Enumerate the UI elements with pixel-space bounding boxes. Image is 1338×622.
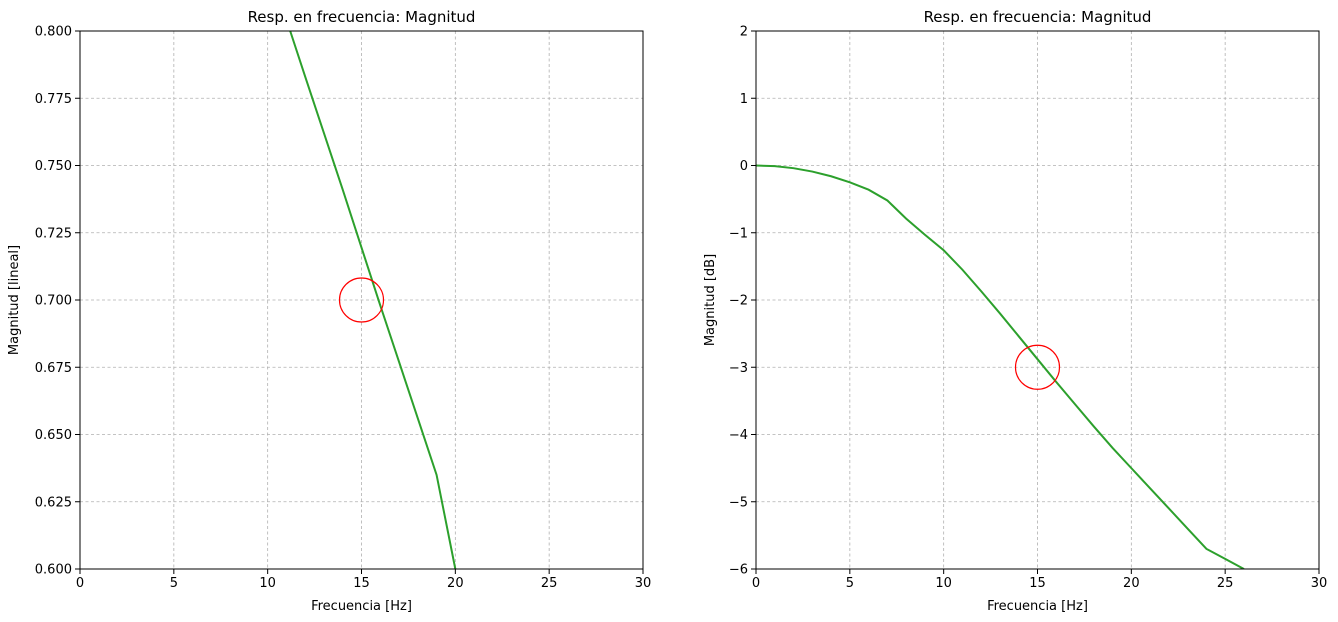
y-tick-label: 0 xyxy=(740,159,748,174)
y-tick-label: 0.600 xyxy=(35,563,72,578)
y-tick-label: −4 xyxy=(729,428,748,443)
chart-title: Resp. en frecuencia: Magnitud xyxy=(248,8,476,26)
chart-title: Resp. en frecuencia: Magnitud xyxy=(924,8,1152,26)
x-tick-label: 30 xyxy=(1311,576,1328,591)
x-axis-label: Frecuencia [Hz] xyxy=(987,599,1088,614)
x-tick-label: 5 xyxy=(846,576,854,591)
y-tick-label: 0.750 xyxy=(35,159,72,174)
y-tick-label: −3 xyxy=(729,361,748,376)
y-tick-label: 0.700 xyxy=(35,294,72,309)
x-tick-label: 5 xyxy=(170,576,178,591)
y-tick-label: 0.725 xyxy=(35,226,72,241)
x-tick-label: 30 xyxy=(635,576,652,591)
chart-panel-db: 0 5 10 15 20 25 30 −6 −5 −4 −3 −2 −1 0 1 2 Resp. en frec… xyxy=(703,8,1327,614)
y-tick-label: −1 xyxy=(729,226,748,241)
series-line xyxy=(289,31,457,569)
y-tick-label: 1 xyxy=(740,92,748,107)
y-tick-label: 0.650 xyxy=(35,428,72,443)
x-axis-label: Frecuencia [Hz] xyxy=(311,599,412,614)
marker-circle xyxy=(338,277,385,323)
y-tick-label: 2 xyxy=(740,25,748,40)
y-tick-label: 0.775 xyxy=(35,92,72,107)
x-tick-label: 0 xyxy=(76,576,84,591)
x-tick-label: 10 xyxy=(259,576,276,591)
y-axis-label: Magnitud [lineal] xyxy=(7,245,22,355)
x-tick-label: 15 xyxy=(353,576,370,591)
y-tick-label: 0.675 xyxy=(35,361,72,376)
y-tick-label: −2 xyxy=(729,294,748,309)
y-tick-label: −6 xyxy=(729,563,748,578)
y-tick-label: 0.800 xyxy=(35,25,72,40)
x-tick-label: 25 xyxy=(1217,576,1234,591)
x-tick-label: 10 xyxy=(935,576,952,591)
series-line xyxy=(756,164,1245,569)
x-tick-label: 20 xyxy=(447,576,464,591)
y-tick-label: −5 xyxy=(729,495,748,510)
x-tick-label: 15 xyxy=(1029,576,1046,591)
x-tick-label: 20 xyxy=(1123,576,1140,591)
chart-panel-linear: 0 5 10 15 20 25 30 0.600 0.625 0.650 0.675 0.700 0.7… xyxy=(7,8,651,614)
y-axis-label: Magnitud [dB] xyxy=(703,254,718,346)
y-tick-label: 0.625 xyxy=(35,495,72,510)
x-tick-label: 25 xyxy=(541,576,558,591)
x-tick-label: 0 xyxy=(752,576,760,591)
marker-circle xyxy=(1014,344,1061,390)
